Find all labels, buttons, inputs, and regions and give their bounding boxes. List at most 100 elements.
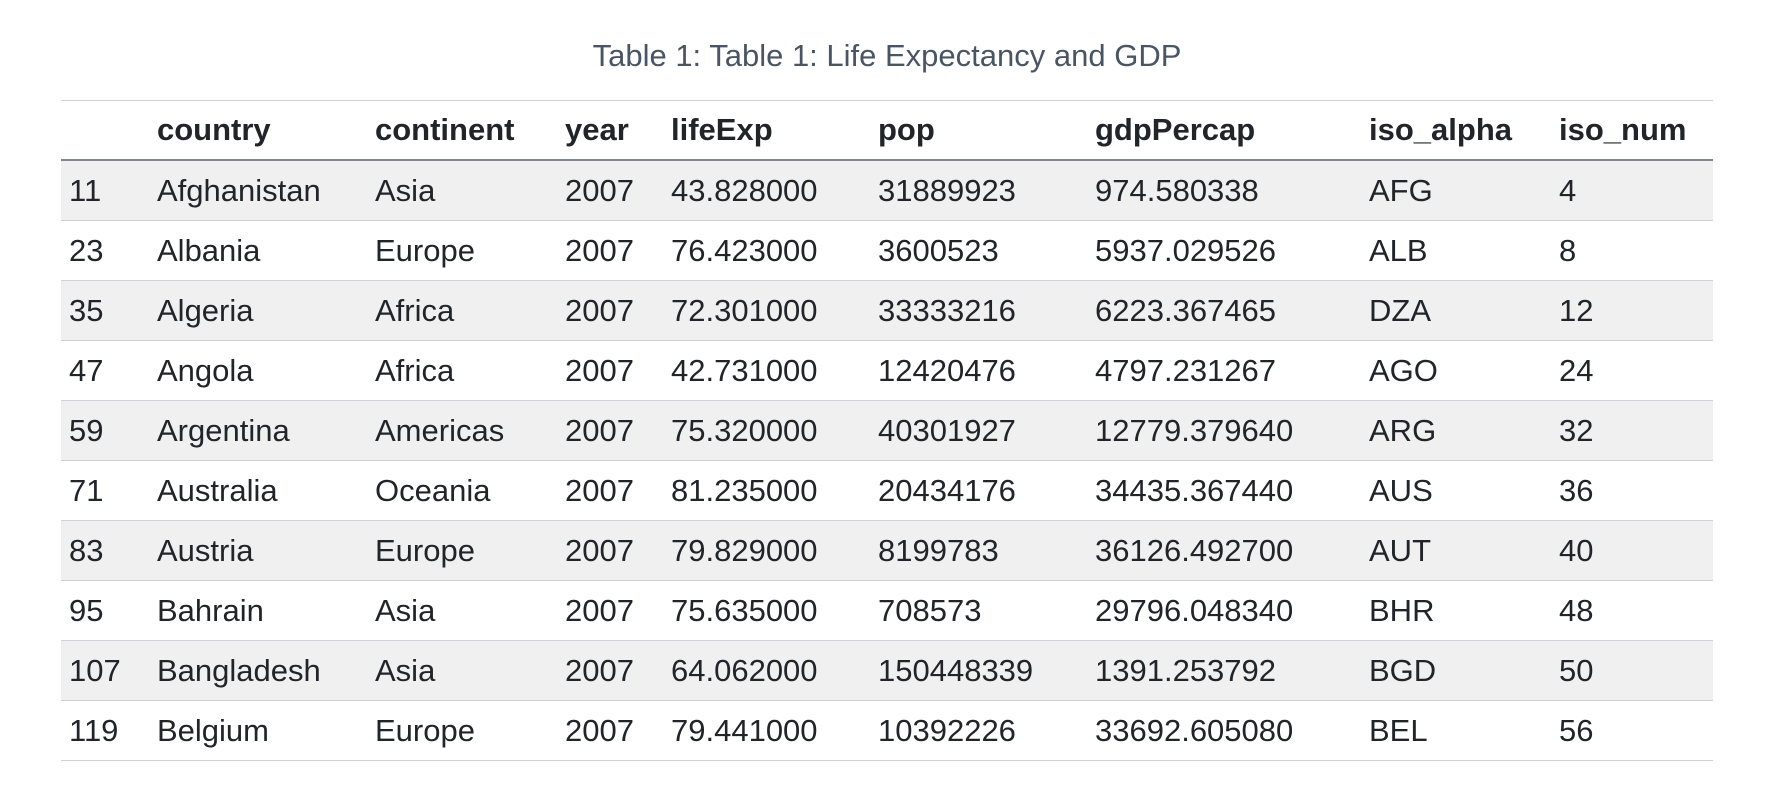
iso-num-cell: 50 [1551,640,1713,701]
iso-num-cell: 56 [1551,700,1713,761]
year-cell: 2007 [557,340,663,401]
row-index-cell: 35 [61,280,149,341]
iso-alpha-cell: AUT [1361,520,1551,581]
iso-num-cell: 36 [1551,460,1713,521]
year-cell: 2007 [557,700,663,761]
country-cell: Austria [149,520,367,581]
continent-cell: Asia [367,580,557,641]
lifeexp-cell: 79.829000 [663,520,870,581]
pop-cell: 33333216 [870,280,1087,341]
row-index-cell: 11 [61,160,149,221]
country-cell: Angola [149,340,367,401]
row-index-cell: 47 [61,340,149,401]
column-header-iso-alpha: iso_alpha [1361,100,1551,161]
lifeexp-cell: 72.301000 [663,280,870,341]
country-cell: Belgium [149,700,367,761]
continent-cell: Asia [367,640,557,701]
continent-cell: Europe [367,520,557,581]
iso-alpha-cell: ARG [1361,400,1551,461]
iso-num-cell: 4 [1551,160,1713,221]
lifeexp-cell: 81.235000 [663,460,870,521]
country-cell: Albania [149,220,367,281]
year-cell: 2007 [557,160,663,221]
lifeexp-cell: 42.731000 [663,340,870,401]
year-cell: 2007 [557,400,663,461]
iso-alpha-cell: AFG [1361,160,1551,221]
data-table-container: Table 1: Table 1: Life Expectancy and GD… [61,30,1713,761]
iso-alpha-cell: ALB [1361,220,1551,281]
iso-num-cell: 40 [1551,520,1713,581]
row-index-cell: 95 [61,580,149,641]
continent-cell: Oceania [367,460,557,521]
column-header-gdppercap: gdpPercap [1087,100,1361,161]
pop-cell: 708573 [870,580,1087,641]
table-body: 11 Afghanistan Asia 2007 43.828000 31889923 97… [61,160,1713,761]
column-header-pop: pop [870,100,1087,161]
iso-alpha-cell: BGD [1361,640,1551,701]
lifeexp-cell: 75.320000 [663,400,870,461]
pop-cell: 12420476 [870,340,1087,401]
pop-cell: 40301927 [870,400,1087,461]
table-row: 47 Angola Africa 2007 42.731000 12420476 4797.… [61,340,1713,401]
lifeexp-cell: 64.062000 [663,640,870,701]
iso-num-cell: 24 [1551,340,1713,401]
table-row: 71 Australia Oceania 2007 81.235000 20434176 3… [61,460,1713,521]
table-row: 119 Belgium Europe 2007 79.441000 10392226 336… [61,700,1713,761]
table-row: 23 Albania Europe 2007 76.423000 3600523 5937.… [61,220,1713,281]
iso-num-cell: 12 [1551,280,1713,341]
row-index-cell: 83 [61,520,149,581]
country-cell: Afghanistan [149,160,367,221]
gdppercap-cell: 12779.379640 [1087,400,1361,461]
country-cell: Argentina [149,400,367,461]
table-row: 107 Bangladesh Asia 2007 64.062000 150448339 1… [61,640,1713,701]
iso-alpha-cell: BEL [1361,700,1551,761]
lifeexp-cell: 75.635000 [663,580,870,641]
row-index-cell: 59 [61,400,149,461]
pop-cell: 8199783 [870,520,1087,581]
lifeexp-cell: 43.828000 [663,160,870,221]
row-index-cell: 23 [61,220,149,281]
column-header-index [61,100,149,161]
year-cell: 2007 [557,280,663,341]
table-row: 59 Argentina Americas 2007 75.320000 40301927… [61,400,1713,461]
country-cell: Bahrain [149,580,367,641]
column-header-iso-num: iso_num [1551,100,1713,161]
country-cell: Algeria [149,280,367,341]
gdppercap-cell: 36126.492700 [1087,520,1361,581]
gdppercap-cell: 1391.253792 [1087,640,1361,701]
iso-num-cell: 8 [1551,220,1713,281]
lifeexp-cell: 79.441000 [663,700,870,761]
continent-cell: Asia [367,160,557,221]
year-cell: 2007 [557,520,663,581]
country-cell: Australia [149,460,367,521]
pop-cell: 31889923 [870,160,1087,221]
pop-cell: 10392226 [870,700,1087,761]
pop-cell: 20434176 [870,460,1087,521]
column-header-country: country [149,100,367,161]
continent-cell: Europe [367,700,557,761]
pop-cell: 3600523 [870,220,1087,281]
header-row: country continent year lifeExp pop gdpPe… [61,100,1713,161]
table-row: 83 Austria Europe 2007 79.829000 8199783 36126… [61,520,1713,581]
year-cell: 2007 [557,460,663,521]
iso-alpha-cell: BHR [1361,580,1551,641]
pop-cell: 150448339 [870,640,1087,701]
iso-alpha-cell: AUS [1361,460,1551,521]
table-header: country continent year lifeExp pop gdpPe… [61,100,1713,161]
year-cell: 2007 [557,640,663,701]
continent-cell: Africa [367,340,557,401]
table-row: 11 Afghanistan Asia 2007 43.828000 31889923 97… [61,160,1713,221]
table-caption: Table 1: Table 1: Life Expectancy and GD… [592,38,1182,73]
year-cell: 2007 [557,220,663,281]
continent-cell: Americas [367,400,557,461]
column-header-continent: continent [367,100,557,161]
country-cell: Bangladesh [149,640,367,701]
gdppercap-cell: 974.580338 [1087,160,1361,221]
gdppercap-cell: 34435.367440 [1087,460,1361,521]
column-header-lifeexp: lifeExp [663,100,870,161]
row-index-cell: 119 [61,700,149,761]
iso-num-cell: 48 [1551,580,1713,641]
iso-alpha-cell: DZA [1361,280,1551,341]
data-table: country continent year lifeExp pop gdpPe… [61,100,1713,761]
table-row: 95 Bahrain Asia 2007 75.635000 708573 29796.04… [61,580,1713,641]
